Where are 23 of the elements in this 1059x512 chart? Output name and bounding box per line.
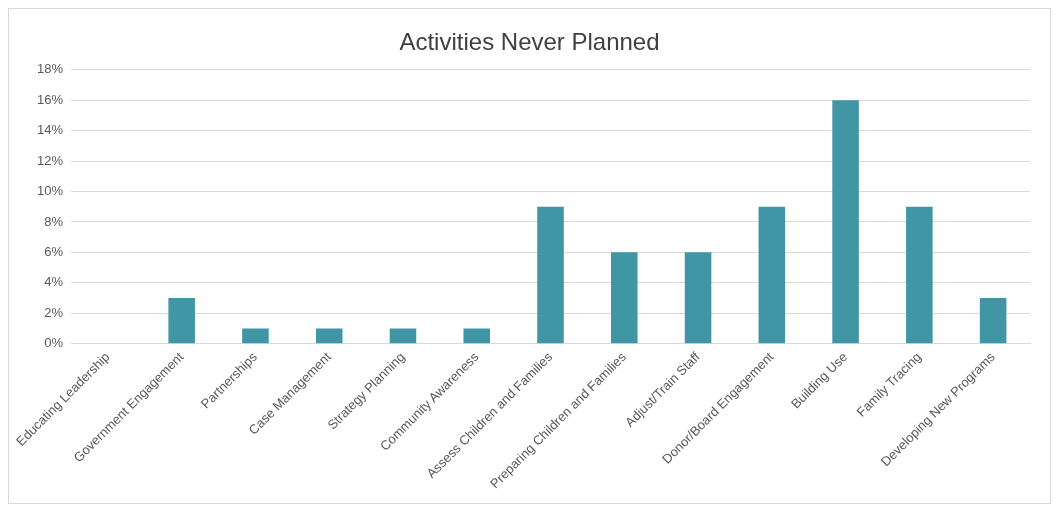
bar	[832, 100, 859, 344]
bar	[537, 206, 564, 344]
y-tick-label: 12%	[36, 152, 64, 168]
y-tick-label: 6%	[44, 243, 64, 259]
y-tick-label: 8%	[44, 213, 64, 229]
bar	[389, 328, 417, 344]
y-tick-label: 0%	[44, 335, 64, 351]
y-tick-label: 16%	[36, 91, 64, 107]
y-tick-label: 14%	[36, 122, 64, 138]
bar	[242, 328, 269, 344]
bar	[979, 298, 1007, 344]
y-tick-label: 10%	[36, 183, 64, 199]
bar	[611, 252, 638, 344]
y-tick-label: 4%	[44, 274, 64, 290]
y-tick-label: 18%	[36, 61, 64, 77]
bar	[684, 252, 712, 344]
chart-title: Activities Never Planned	[399, 28, 660, 56]
bar	[315, 328, 343, 344]
bar	[463, 328, 491, 344]
bar	[168, 298, 195, 344]
y-tick-label: 2%	[44, 304, 64, 320]
bar	[758, 206, 786, 344]
bar	[906, 206, 933, 344]
